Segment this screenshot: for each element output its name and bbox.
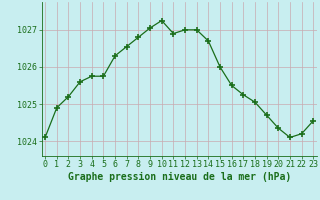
X-axis label: Graphe pression niveau de la mer (hPa): Graphe pression niveau de la mer (hPa) (68, 172, 291, 182)
